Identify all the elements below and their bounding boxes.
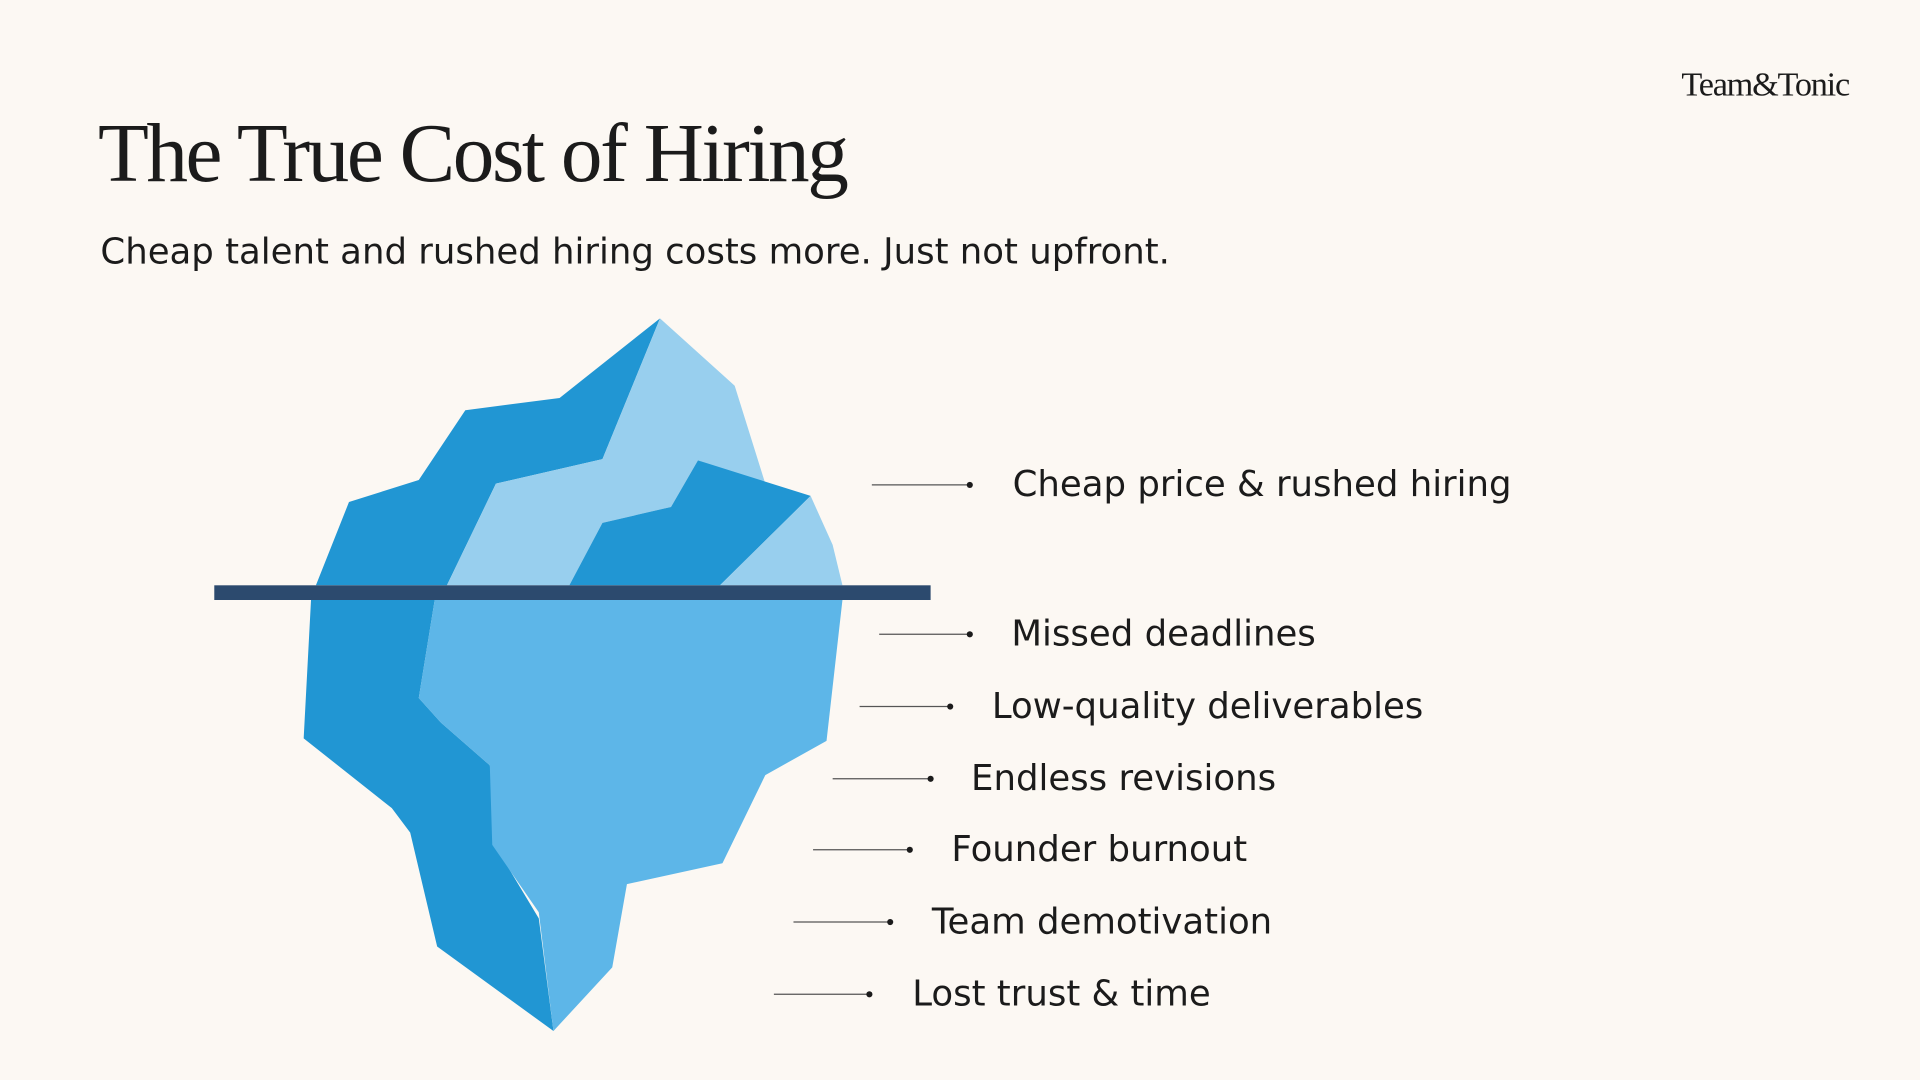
leader-dot [887,918,894,926]
item-label: Missed deadlines [1011,614,1315,655]
iceberg-tip-dark [315,318,660,586]
leader-dot [866,991,873,998]
item-label: Lost trust & time [912,974,1210,1015]
iceberg-tip-light [446,318,766,586]
leader-dot [966,481,973,488]
item-label: Cheap price & rushed hiring [1013,464,1512,505]
waterline [214,585,931,600]
leader-dot [927,775,934,782]
iceberg-base-dark [303,600,554,1032]
iceberg-peak-dark [569,460,811,586]
item-label: Founder burnout [951,829,1247,870]
leader-dot [947,703,954,710]
title: The True Cost of Hiring [98,108,848,200]
brand: Team&Tonic [1681,66,1850,104]
item-label: Endless revisions [971,758,1276,799]
iceberg-base-light [418,600,843,1032]
iceberg-peak-light [720,495,843,586]
iceberg [214,318,931,1032]
item-label: Team demotivation [931,901,1272,942]
above-item: Cheap price & rushed hiring [871,464,1512,505]
subtitle: Cheap talent and rushed hiring costs mor… [100,231,1170,272]
leader-dot [966,631,973,638]
item-label: Low-quality deliverables [992,686,1423,727]
leader-dot [906,846,913,853]
below-items: Missed deadlines Low-quality deliverables… [773,614,1423,1015]
